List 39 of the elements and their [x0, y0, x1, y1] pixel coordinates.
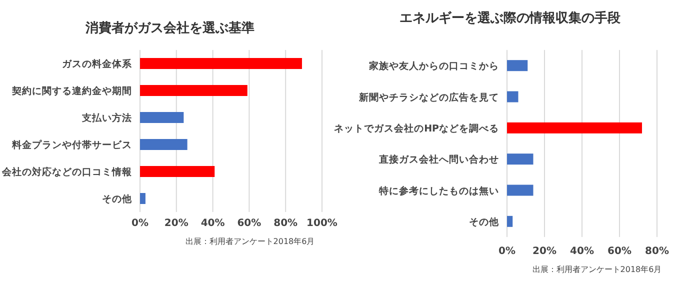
bar [507, 184, 534, 196]
chart-title: エネルギーを選ぶ際の情報収集の手段 [400, 10, 622, 26]
x-tick-label: 40% [200, 218, 225, 229]
y-tick-label: ネットでガス会社のHPなどを調べる [334, 122, 499, 134]
y-tick-label: ガスの料金体系 [62, 58, 133, 70]
x-tick-label: 0% [498, 246, 516, 257]
bar [507, 154, 534, 165]
x-tick-label: 60% [237, 218, 262, 229]
bar [140, 166, 215, 177]
y-tick-label: 料金プランや付帯サービス [11, 139, 132, 151]
y-tick-label: その他 [102, 193, 133, 205]
bar [140, 85, 248, 96]
bar [507, 60, 528, 72]
y-tick-label: 家族や友人からの口コミから [368, 60, 499, 72]
bar [140, 193, 146, 204]
text: 出展：利用者アンケート2018年6月 [185, 237, 315, 246]
chart-title: 消費者がガス会社を選ぶ基準 [84, 20, 254, 36]
y-tick-label: 支払い方法 [81, 112, 132, 124]
bar [140, 112, 184, 123]
x-tick-label: 80% [274, 218, 298, 229]
y-tick-label: 新聞やチラシなどの広告を見て [358, 91, 499, 104]
y-tick-label: 会社の対応などの口コミ情報 [1, 166, 133, 178]
x-tick-label: 80% [645, 246, 669, 257]
bar [140, 139, 188, 150]
y-tick-label: 直接ガス会社へ問い合わせ [378, 154, 499, 166]
bar [507, 91, 518, 102]
x-tick-label: 20% [532, 246, 556, 257]
text: 出展：利用者アンケート2018年6月 [532, 265, 662, 274]
x-tick-label: 20% [164, 218, 188, 229]
y-tick-label: 特に参考にしたものは無い [378, 184, 499, 197]
y-tick-label: その他 [469, 216, 500, 228]
x-tick-label: 40% [570, 246, 594, 257]
bar [140, 58, 302, 69]
bar [507, 216, 513, 227]
x-tick-label: 0% [132, 218, 148, 229]
x-tick-label: 60% [608, 246, 632, 257]
y-tick-label: 契約に関する違約金や期間 [11, 85, 132, 97]
bar [507, 122, 642, 134]
x-tick-label: 100% [306, 218, 338, 229]
